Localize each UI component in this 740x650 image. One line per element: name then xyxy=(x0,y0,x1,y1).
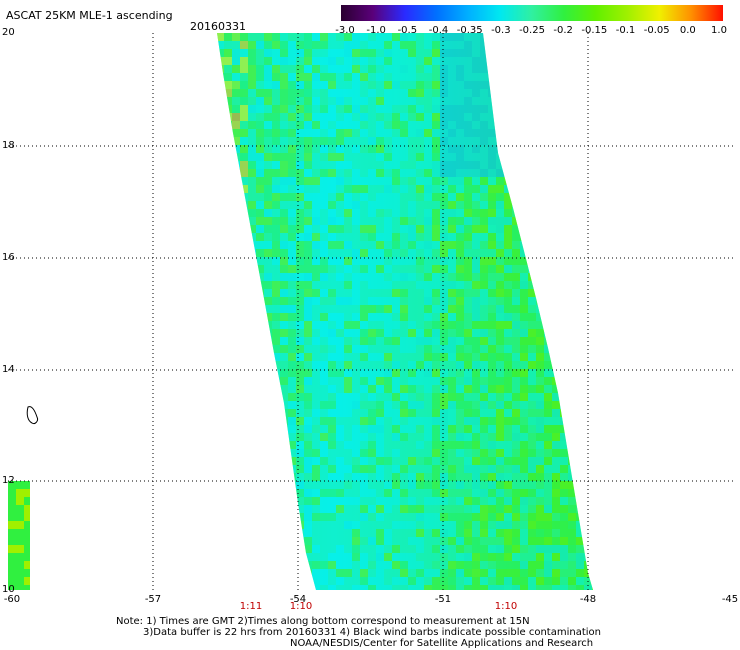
colorbar-tick-label: -3.0 xyxy=(335,25,355,36)
note-line-2: 3)Data buffer is 22 hrs from 20160331 4)… xyxy=(143,627,601,638)
colorbar-tick-label: 1.0 xyxy=(711,25,727,36)
colorbar-tick-label: -0.15 xyxy=(581,25,608,36)
colorbar-tick-label: -0.4 xyxy=(428,25,449,36)
longitude-label: -54 xyxy=(289,594,307,605)
colorbar xyxy=(341,5,723,21)
note-line-3: NOAA/NESDIS/Center for Satellite Applica… xyxy=(290,638,594,649)
map-date: 20160331 xyxy=(190,20,246,33)
latitude-label: 14 xyxy=(2,364,15,375)
latitude-label: 12 xyxy=(2,475,15,486)
colorbar-tick-label: -0.3 xyxy=(491,25,511,36)
time-label: 1:10 xyxy=(289,601,313,612)
colorbar-tick-label: -0.2 xyxy=(553,25,573,36)
left-edge-swath xyxy=(8,481,30,590)
time-label: 1:11 xyxy=(239,601,263,612)
longitude-label: -51 xyxy=(434,594,452,605)
colorbar-tick-label: -0.25 xyxy=(519,25,545,36)
longitude-label: -57 xyxy=(144,594,162,605)
colorbar-tick-label: -0.05 xyxy=(643,25,670,36)
island-outline xyxy=(26,406,38,424)
colorbar-tick-label: 0.0 xyxy=(679,25,696,36)
colorbar-tick-label: -1.0 xyxy=(366,25,386,36)
latitude-label: 20 xyxy=(2,27,15,38)
note-line-1: Note: 1) Times are GMT 2)Times along bot… xyxy=(116,616,530,627)
longitude-label: -45 xyxy=(721,594,739,605)
time-label: 1:10 xyxy=(494,601,518,612)
colorbar-tick-label: -0.5 xyxy=(397,25,418,36)
colorbar-tick-label: -0.35 xyxy=(456,25,483,36)
longitude-label: -48 xyxy=(579,594,597,605)
longitude-label: -60 xyxy=(3,594,21,605)
lat-lon-grid xyxy=(8,33,734,590)
latitude-label: 10 xyxy=(2,584,15,595)
map-title: ASCAT 25KM MLE-1 ascending xyxy=(6,9,173,22)
latitude-label: 16 xyxy=(2,252,15,263)
map-plot xyxy=(8,33,734,590)
scatterometer-swath xyxy=(217,33,593,590)
colorbar-tick-label: -0.1 xyxy=(615,25,636,36)
latitude-label: 18 xyxy=(2,140,15,151)
